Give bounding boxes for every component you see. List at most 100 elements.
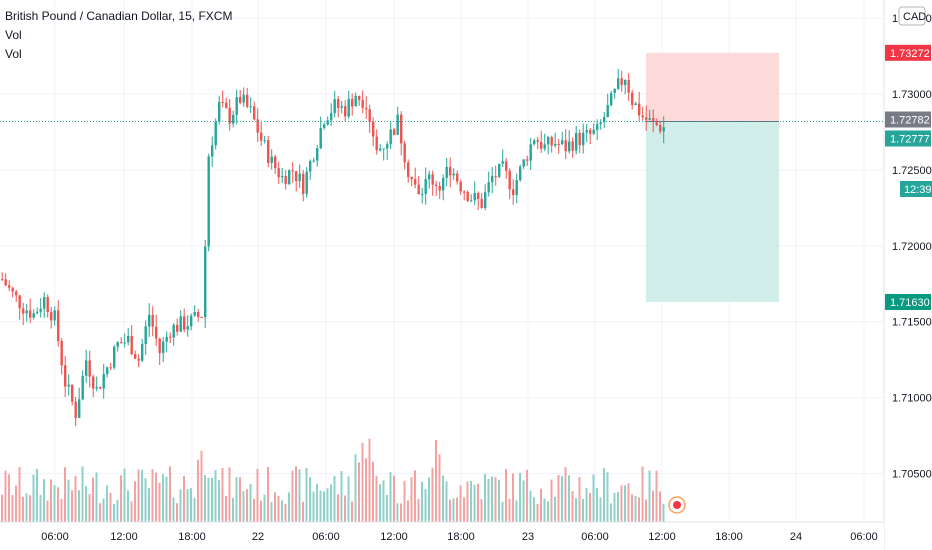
candle-body bbox=[235, 97, 238, 115]
volume-bar bbox=[459, 485, 462, 522]
volume-bar bbox=[204, 475, 206, 522]
candle-body bbox=[214, 121, 217, 146]
candle-body bbox=[547, 137, 550, 145]
candle-body bbox=[438, 185, 441, 191]
candle-body bbox=[641, 115, 644, 118]
volume-bar bbox=[43, 479, 45, 522]
long-position-tool[interactable] bbox=[646, 52, 779, 302]
volume-bar bbox=[428, 477, 430, 522]
candlesticks bbox=[1, 69, 665, 427]
candle-body bbox=[466, 192, 469, 202]
volume-bar bbox=[389, 472, 392, 522]
candle-body bbox=[158, 338, 161, 354]
volume-indicator-label[interactable]: Vol bbox=[5, 28, 22, 42]
volume-bar bbox=[109, 492, 112, 522]
volume-bar bbox=[365, 458, 367, 522]
candle-body bbox=[645, 117, 648, 120]
candle-body bbox=[74, 401, 77, 418]
event-icon-dot bbox=[673, 501, 681, 509]
volume-bar bbox=[582, 498, 584, 522]
volume-bar bbox=[183, 475, 185, 522]
volume-bar bbox=[564, 467, 567, 522]
candle-body bbox=[43, 297, 46, 309]
volume-bar bbox=[393, 475, 395, 522]
candle-body bbox=[596, 124, 599, 130]
candle-body bbox=[449, 166, 452, 176]
candle-body bbox=[85, 360, 88, 376]
volume-bar bbox=[648, 470, 651, 522]
volume-bar bbox=[270, 502, 273, 522]
volume-bar bbox=[323, 491, 325, 522]
price-tick-label: 1.71500 bbox=[892, 317, 932, 329]
symbol-title[interactable]: British Pound / Canadian Dollar, 15, FXC… bbox=[5, 9, 233, 23]
candle-body bbox=[610, 93, 613, 105]
volume-bar bbox=[438, 454, 441, 522]
time-axis[interactable]: 06:00 12:00 18:00 22 06:00 12:00 18:00 23 06:00 1… bbox=[0, 496, 884, 550]
candle-body bbox=[540, 141, 543, 149]
candle-body bbox=[305, 171, 308, 194]
volume-bar bbox=[442, 475, 444, 522]
candle-body bbox=[239, 97, 242, 103]
volume-bar bbox=[113, 503, 115, 522]
candle-body bbox=[491, 176, 494, 183]
volume-bar bbox=[473, 484, 476, 522]
volume-bar bbox=[603, 468, 605, 522]
volume-bar bbox=[200, 450, 203, 522]
volume-bar bbox=[368, 438, 371, 522]
volume-bar bbox=[508, 498, 511, 522]
bid-price-tag-bg bbox=[885, 130, 931, 147]
volume-bar bbox=[617, 491, 619, 522]
volume-bar bbox=[435, 439, 437, 522]
candle-body bbox=[190, 315, 193, 327]
candle-body bbox=[571, 141, 574, 151]
candle-body bbox=[29, 310, 32, 318]
volume-bar bbox=[522, 480, 525, 522]
volume-bar bbox=[239, 477, 241, 522]
price-axis[interactable]: 1.70500 1.71000 1.71500 1.72000 1.72500 1.730… bbox=[883, 0, 932, 550]
candle-body bbox=[302, 173, 305, 194]
volume-bar bbox=[375, 475, 378, 522]
volume-bar bbox=[141, 469, 143, 522]
volume-bar bbox=[249, 483, 252, 522]
candle-body bbox=[53, 310, 56, 321]
candle-body bbox=[249, 106, 252, 108]
candle-body bbox=[494, 176, 497, 178]
volume-bar bbox=[326, 488, 329, 522]
price-tick-label: 1.73000 bbox=[892, 89, 932, 101]
volume-bar bbox=[291, 470, 294, 522]
economic-event-icon[interactable] bbox=[668, 496, 686, 514]
candle-body bbox=[312, 160, 315, 162]
volume-indicator-label-2[interactable]: Vol bbox=[5, 47, 22, 61]
candle-body bbox=[543, 144, 546, 149]
volume-bar bbox=[519, 472, 521, 522]
candle-body bbox=[225, 102, 228, 108]
candle-body bbox=[197, 311, 200, 317]
candle-body bbox=[652, 118, 655, 122]
time-tick-label: 06:00 bbox=[850, 531, 878, 543]
volume-bar bbox=[18, 467, 21, 522]
candle-body bbox=[344, 106, 347, 117]
candle-body bbox=[211, 145, 214, 157]
candle-body bbox=[396, 114, 399, 135]
candle-body bbox=[113, 346, 116, 368]
candle-body bbox=[106, 367, 109, 375]
currency-label[interactable]: CAD bbox=[903, 11, 926, 23]
candle-body bbox=[253, 106, 256, 120]
candle-body bbox=[550, 137, 553, 146]
candle-body bbox=[172, 324, 175, 338]
candle-body bbox=[144, 326, 147, 344]
candle-body bbox=[57, 310, 60, 342]
volume-bar bbox=[102, 498, 105, 522]
candle-body bbox=[372, 121, 375, 137]
candle-body bbox=[561, 140, 564, 144]
candle-body bbox=[445, 166, 448, 178]
candle-body bbox=[365, 107, 368, 110]
volume-bar bbox=[347, 476, 350, 522]
volume-bar bbox=[610, 503, 612, 522]
volume-bar bbox=[32, 474, 35, 522]
volume-bar bbox=[526, 469, 528, 522]
candle-body bbox=[267, 140, 270, 163]
volume-bar bbox=[95, 472, 98, 522]
candle-body bbox=[270, 156, 273, 163]
